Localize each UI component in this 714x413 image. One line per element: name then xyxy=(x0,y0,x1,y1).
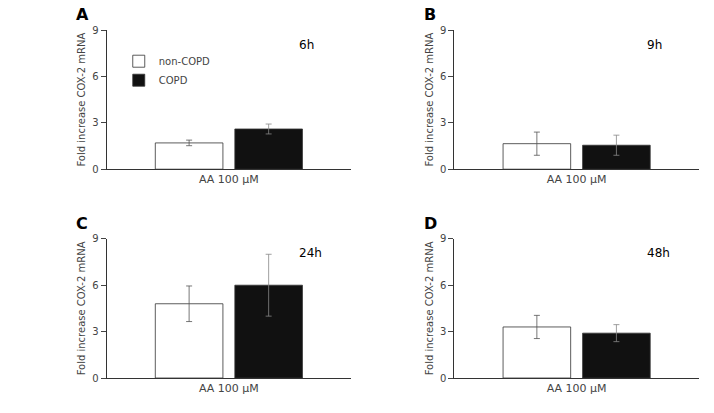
svg-text:6h: 6h xyxy=(299,38,314,52)
svg-text:48h: 48h xyxy=(647,246,670,260)
svg-text:AA 100 μM: AA 100 μM xyxy=(199,382,259,395)
svg-text:0: 0 xyxy=(92,373,98,384)
svg-text:AA 100 μM: AA 100 μM xyxy=(547,173,607,186)
svg-text:6: 6 xyxy=(92,71,98,82)
svg-text:A: A xyxy=(76,5,89,24)
svg-text:Fold increase COX-2 mRNA: Fold increase COX-2 mRNA xyxy=(76,241,87,375)
svg-text:9: 9 xyxy=(440,25,446,36)
svg-text:3: 3 xyxy=(92,117,98,128)
svg-text:24h: 24h xyxy=(299,246,322,260)
svg-text:D: D xyxy=(424,214,437,233)
svg-text:Fold increase COX-2 mRNA: Fold increase COX-2 mRNA xyxy=(424,33,435,167)
svg-text:Fold increase COX-2 mRNA: Fold increase COX-2 mRNA xyxy=(424,241,435,375)
svg-text:6: 6 xyxy=(440,71,446,82)
svg-text:3: 3 xyxy=(92,326,98,337)
svg-text:6: 6 xyxy=(440,280,446,291)
svg-text:3: 3 xyxy=(440,326,446,337)
svg-text:9: 9 xyxy=(92,25,98,36)
svg-text:AA 100 μM: AA 100 μM xyxy=(547,382,607,395)
svg-text:9h: 9h xyxy=(647,38,662,52)
svg-text:B: B xyxy=(424,5,436,24)
svg-text:0: 0 xyxy=(440,164,446,175)
svg-text:C: C xyxy=(76,214,88,233)
svg-text:COPD: COPD xyxy=(159,75,188,86)
svg-text:0: 0 xyxy=(440,373,446,384)
svg-text:AA 100 μM: AA 100 μM xyxy=(199,173,259,186)
svg-text:9: 9 xyxy=(92,233,98,244)
svg-text:6: 6 xyxy=(92,280,98,291)
svg-text:3: 3 xyxy=(440,117,446,128)
svg-text:non-COPD: non-COPD xyxy=(159,56,210,67)
svg-text:9: 9 xyxy=(440,233,446,244)
svg-text:Fold increase COX-2 mRNA: Fold increase COX-2 mRNA xyxy=(76,33,87,167)
svg-text:0: 0 xyxy=(92,164,98,175)
